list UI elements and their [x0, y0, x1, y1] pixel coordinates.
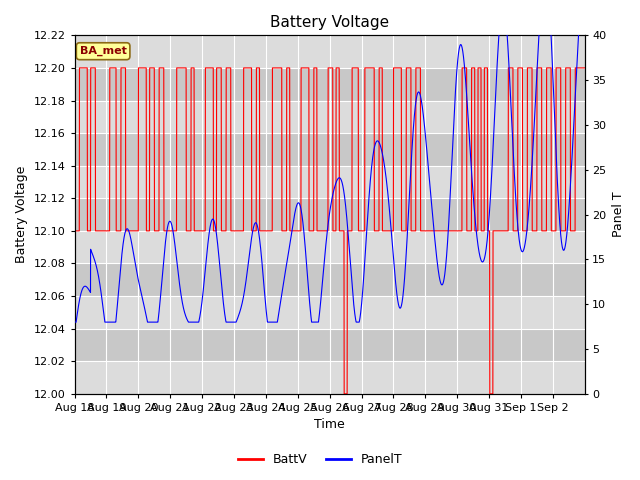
BattV	[581, 65, 589, 71]
Line: BattV: BattV	[75, 68, 585, 394]
Bar	[75, 198, 585, 231]
Bar	[75, 36, 585, 68]
PanelT	[451, 93, 459, 98]
BattV	[71, 228, 79, 234]
PanelT	[497, 14, 504, 20]
PanelT	[581, 14, 589, 20]
Legend: BattV, PanelT: BattV, PanelT	[232, 448, 408, 471]
Bar	[75, 231, 585, 264]
Text: BA_met: BA_met	[80, 46, 127, 56]
Bar	[75, 68, 585, 100]
Bar	[75, 100, 585, 133]
BattV	[340, 391, 348, 396]
Bar	[75, 166, 585, 198]
PanelT	[490, 126, 498, 132]
Bar	[75, 264, 585, 296]
BattV	[490, 228, 498, 234]
Bar	[75, 329, 585, 361]
BattV	[403, 65, 410, 71]
PanelT	[266, 319, 273, 325]
PanelT	[71, 319, 79, 325]
BattV	[452, 228, 460, 234]
PanelT	[377, 143, 385, 149]
BattV	[266, 228, 273, 234]
Title: Battery Voltage: Battery Voltage	[270, 15, 389, 30]
Bar	[75, 296, 585, 329]
PanelT	[403, 249, 410, 255]
BattV	[163, 228, 171, 234]
BattV	[377, 65, 385, 71]
Line: PanelT: PanelT	[75, 17, 585, 322]
BattV	[76, 65, 83, 71]
Bar	[75, 133, 585, 166]
PanelT	[163, 226, 171, 232]
X-axis label: Time: Time	[314, 419, 345, 432]
Bar	[75, 361, 585, 394]
Y-axis label: Battery Voltage: Battery Voltage	[15, 166, 28, 263]
Y-axis label: Panel T: Panel T	[612, 192, 625, 238]
